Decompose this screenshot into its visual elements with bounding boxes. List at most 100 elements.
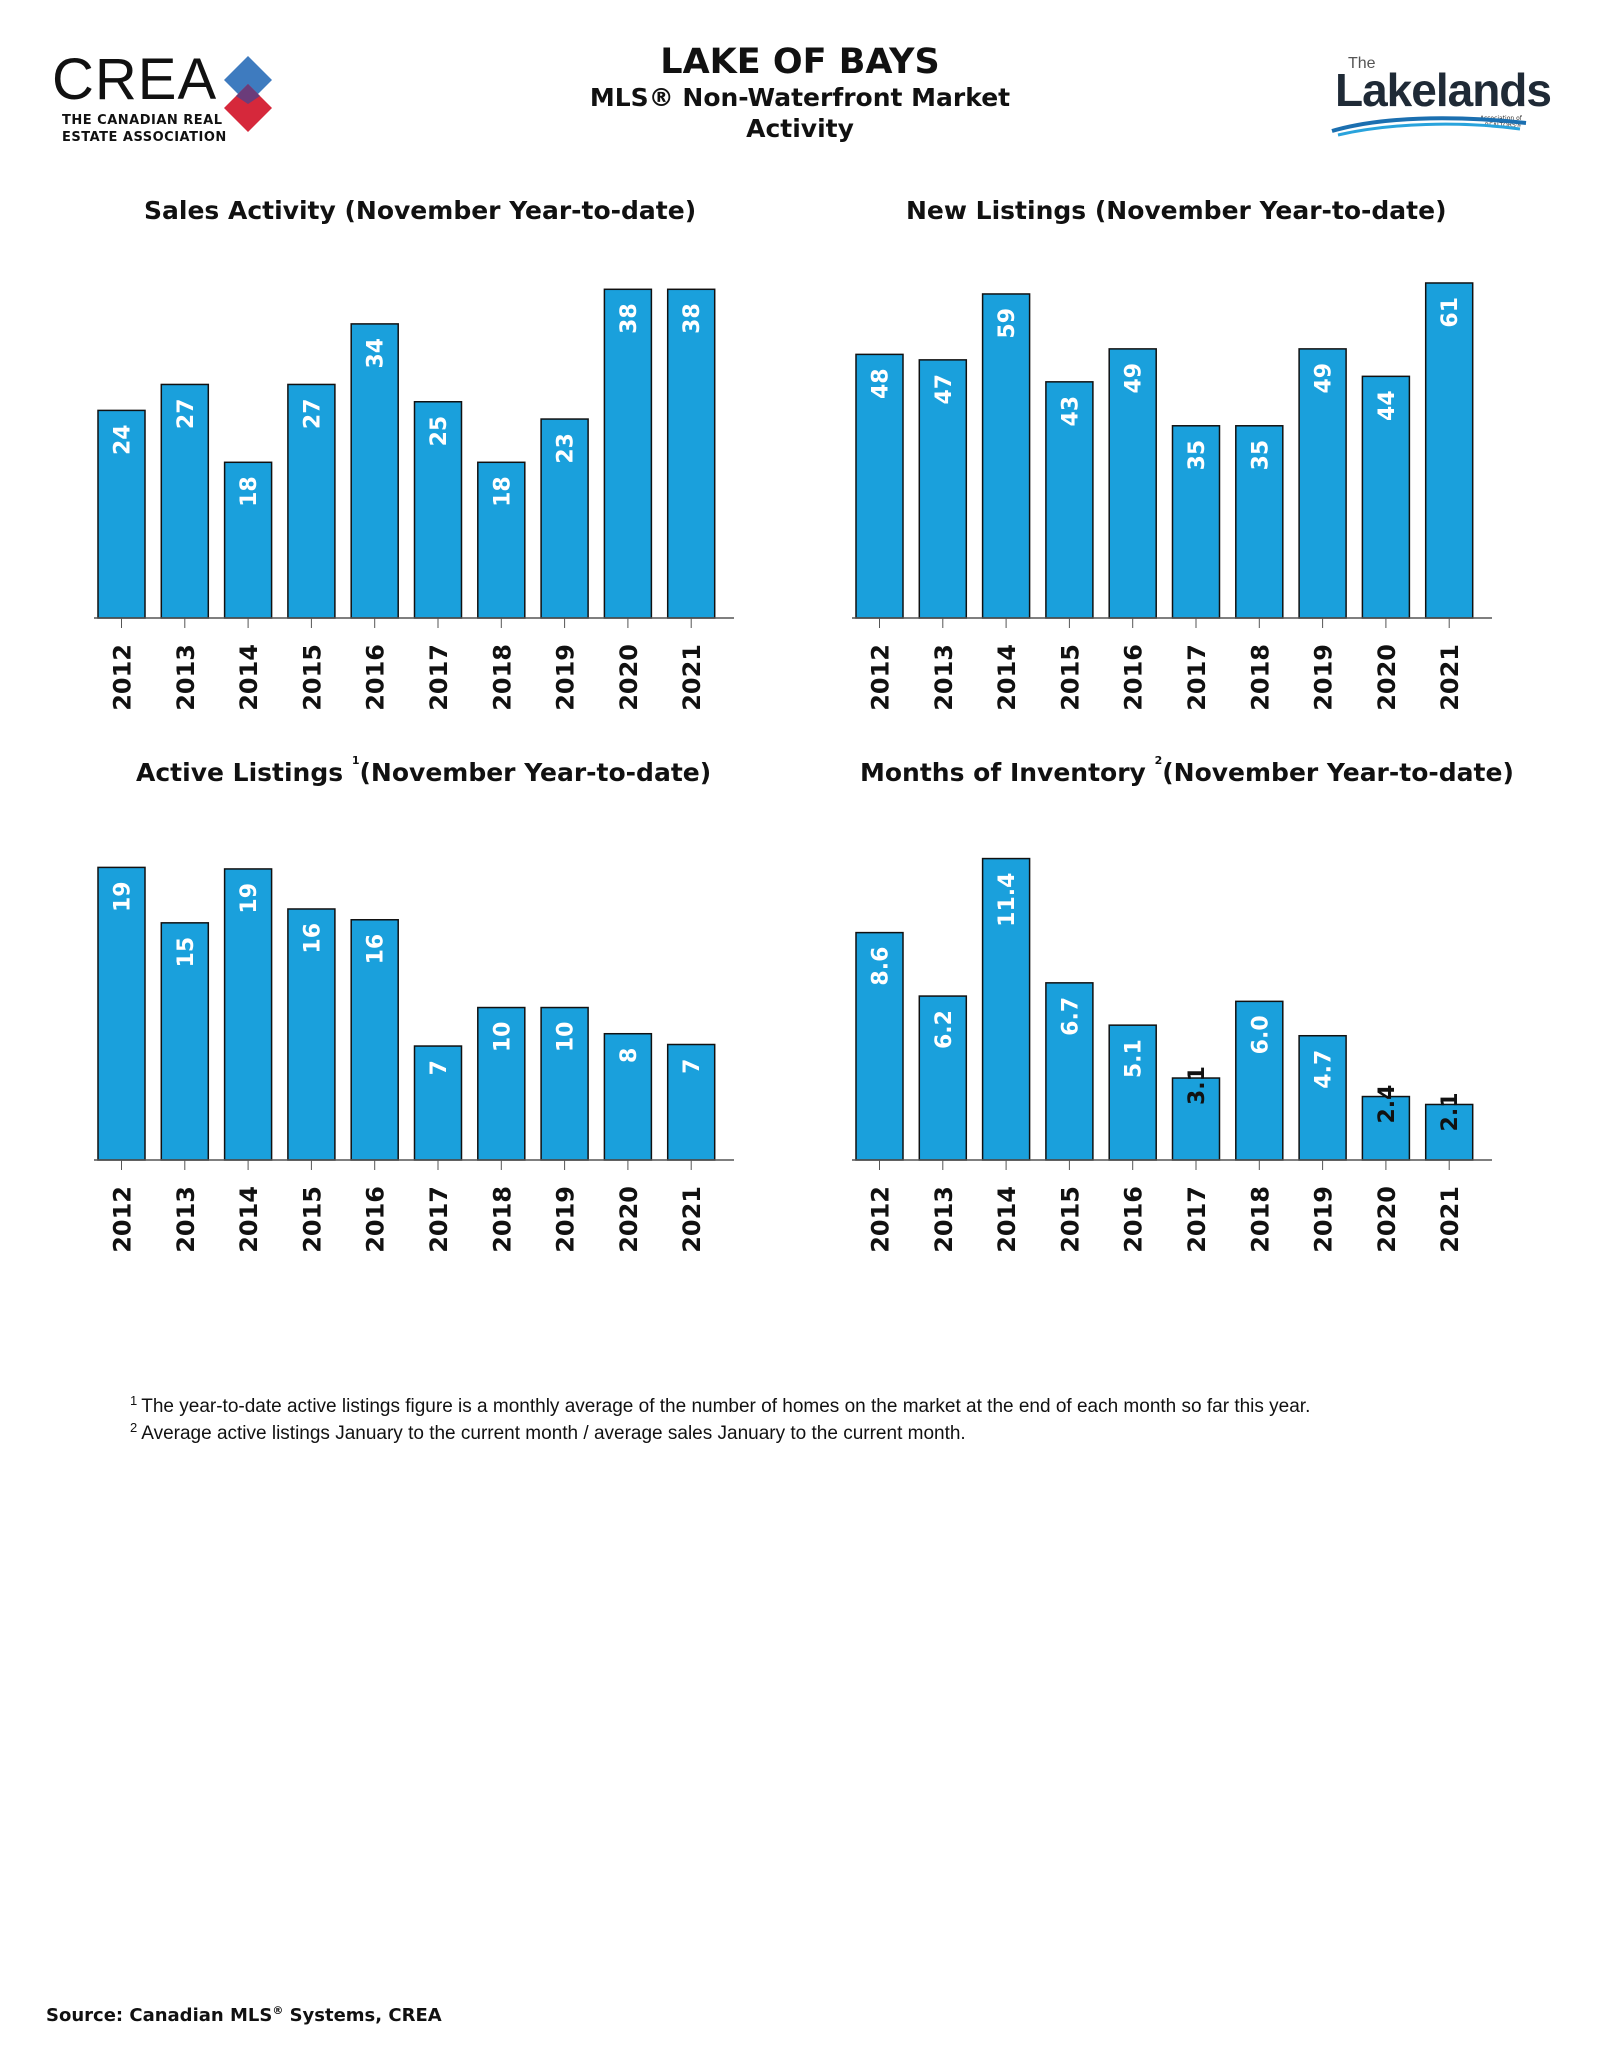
bar-2012 xyxy=(855,931,904,1161)
page-subtitle-line2: Activity xyxy=(746,114,854,143)
data-label-2017: 35 xyxy=(1185,440,1210,471)
crea-logo-word: CREA xyxy=(52,47,218,112)
data-label-2018: 35 xyxy=(1248,440,1273,471)
crea-logo-mark xyxy=(224,56,272,132)
data-label-2020: 8 xyxy=(617,1048,642,1063)
data-label-2018: 18 xyxy=(490,476,515,507)
bar-2015 xyxy=(287,383,336,619)
bar-2013 xyxy=(918,995,968,1161)
x-label-2021: 2021 xyxy=(1436,644,1464,711)
bar-2018 xyxy=(1235,425,1284,619)
lakelands-wave-icon xyxy=(1331,116,1527,137)
data-label-2017: 25 xyxy=(427,416,452,447)
x-label-2019: 2019 xyxy=(552,1186,580,1253)
data-label-2019: 23 xyxy=(554,433,579,464)
x-label-2019: 2019 xyxy=(1310,644,1338,711)
lakelands-logo-the: The xyxy=(1348,55,1376,72)
bar-2019 xyxy=(540,1006,589,1161)
x-label-2020: 2020 xyxy=(615,644,643,711)
x-label-2012: 2012 xyxy=(109,1186,137,1253)
bar-2016 xyxy=(350,323,399,619)
crea-logo: CREA THE CANADIAN REAL ESTATE ASSOCIATIO… xyxy=(52,50,292,150)
x-label-2018: 2018 xyxy=(1246,644,1274,711)
x-label-2018: 2018 xyxy=(488,1186,516,1253)
data-label-2014: 11.4 xyxy=(995,873,1020,927)
x-label-2020: 2020 xyxy=(1373,644,1401,711)
x-label-2015: 2015 xyxy=(1056,644,1084,711)
x-label-2019: 2019 xyxy=(552,644,580,711)
x-label-2014: 2014 xyxy=(993,1186,1021,1253)
x-label-2014: 2014 xyxy=(235,1186,263,1253)
x-label-2021: 2021 xyxy=(678,644,706,711)
bar-2020 xyxy=(1361,1095,1411,1161)
x-label-2015: 2015 xyxy=(298,644,326,711)
data-label-2012: 24 xyxy=(111,424,136,455)
bar-2012 xyxy=(97,409,146,619)
footnote-2: 2 Average active listings January to the … xyxy=(130,1420,966,1444)
bar-2014 xyxy=(981,293,1031,619)
bar-2017 xyxy=(413,401,463,619)
x-label-2014: 2014 xyxy=(235,644,263,711)
data-label-2016: 16 xyxy=(364,934,389,965)
data-label-2015: 16 xyxy=(300,923,325,954)
bar-2016 xyxy=(1108,1024,1157,1161)
data-label-2017: 7 xyxy=(427,1060,452,1075)
bar-2021 xyxy=(1424,282,1474,619)
data-label-2018: 6.0 xyxy=(1248,1015,1273,1054)
data-label-2019: 49 xyxy=(1312,363,1337,394)
chart-title-months-inventory: Months of Inventory 2(November Year-to-d… xyxy=(860,754,1514,787)
data-label-2021: 7 xyxy=(680,1059,705,1074)
data-label-2013: 15 xyxy=(174,937,199,968)
x-label-2021: 2021 xyxy=(678,1186,706,1253)
source-note: Source: Canadian MLS® Systems, CREA xyxy=(46,2004,442,2026)
data-label-2014: 59 xyxy=(995,308,1020,339)
bar-2018 xyxy=(477,1006,526,1161)
bar-2019 xyxy=(1298,348,1347,619)
bar-2018 xyxy=(477,461,526,619)
x-label-2014: 2014 xyxy=(993,644,1021,711)
x-label-2018: 2018 xyxy=(1246,1186,1274,1253)
footnote-1: 1 The year-to-date active listings figure… xyxy=(130,1393,1311,1417)
data-label-2021: 38 xyxy=(680,303,705,334)
x-label-2020: 2020 xyxy=(615,1186,643,1253)
chart-title-new-listings: New Listings (November Year-to-date) xyxy=(906,196,1447,225)
bar-2015 xyxy=(287,908,336,1161)
x-label-2012: 2012 xyxy=(867,1186,895,1253)
x-label-2013: 2013 xyxy=(930,1186,958,1253)
bar-2016 xyxy=(1108,348,1157,619)
bar-2012 xyxy=(97,866,146,1161)
data-label-2012: 8.6 xyxy=(869,947,894,986)
crea-logo-subtitle: THE CANADIAN REAL ESTATE ASSOCIATION xyxy=(62,113,227,145)
bar-2017 xyxy=(1171,425,1221,619)
x-label-2012: 2012 xyxy=(109,644,137,711)
bar-2015 xyxy=(1045,381,1094,619)
bar-2020 xyxy=(1361,375,1411,619)
bar-2021 xyxy=(666,288,716,619)
bar-2020 xyxy=(603,1032,653,1161)
data-label-2015: 43 xyxy=(1058,396,1083,427)
x-label-2016: 2016 xyxy=(1120,1186,1148,1253)
data-label-2020: 38 xyxy=(617,303,642,334)
x-label-2017: 2017 xyxy=(1183,644,1211,711)
bar-2016 xyxy=(350,919,399,1161)
data-label-2013: 6.2 xyxy=(932,1010,957,1049)
lakelands-logo: The Lakelands Association of REALTORS® xyxy=(1330,55,1560,137)
page-header: LAKE OF BAYS MLS® Non-Waterfront Market … xyxy=(500,42,1100,144)
data-label-2017: 3.1 xyxy=(1185,1066,1210,1105)
data-label-2021: 61 xyxy=(1438,297,1463,328)
data-label-2020: 2.4 xyxy=(1375,1085,1400,1124)
data-label-2015: 6.7 xyxy=(1058,997,1083,1036)
bar-2019 xyxy=(1298,1034,1347,1161)
data-label-2016: 5.1 xyxy=(1122,1039,1147,1078)
chart-title-active-listings: Active Listings 1(November Year-to-date) xyxy=(136,754,712,787)
x-label-2021: 2021 xyxy=(1436,1186,1464,1253)
data-label-2019: 10 xyxy=(554,1022,579,1053)
data-label-2014: 19 xyxy=(237,883,262,914)
x-label-2012: 2012 xyxy=(867,644,895,711)
data-label-2016: 34 xyxy=(364,338,389,369)
bar-2017 xyxy=(413,1045,463,1161)
